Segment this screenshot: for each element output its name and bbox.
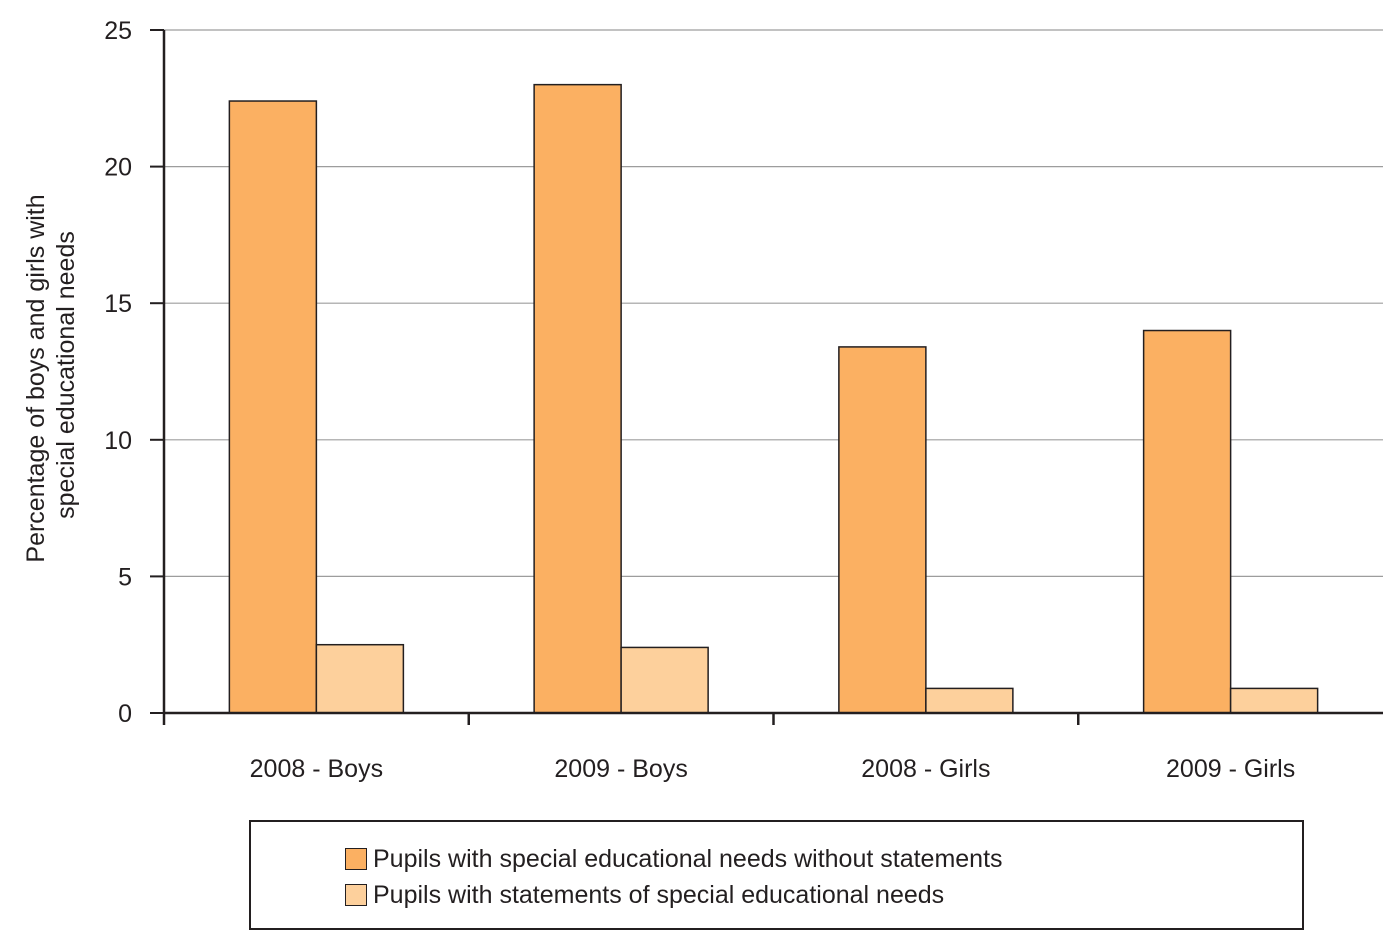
legend-item: Pupils with special educational needs wi…: [345, 844, 1003, 874]
bar-without-statements: [533, 83, 622, 714]
y-tick-label: 0: [118, 700, 132, 728]
x-tick-label: 2008 - Girls: [861, 755, 990, 783]
bar-without-statements: [838, 346, 927, 714]
axes: [150, 29, 1383, 725]
y-tick-label: 10: [104, 427, 132, 455]
y-tick-label: 5: [118, 563, 132, 591]
y-axis-title: Percentage of boys and girls with specia…: [22, 187, 80, 562]
bar-with-statements: [925, 687, 1014, 714]
y-tick-labels: 0 5 10 15 20 25: [104, 17, 132, 728]
legend-label: Pupils with special educational needs wi…: [373, 844, 1003, 873]
y-tick-label: 25: [104, 17, 132, 45]
y-tick-label: 20: [104, 154, 132, 182]
bar-without-statements: [1142, 329, 1232, 714]
legend-label: Pupils with statements of special educat…: [373, 880, 945, 909]
bar-with-statements: [620, 646, 709, 714]
bar-without-statements: [228, 100, 318, 714]
bar-with-statements: [1229, 687, 1319, 714]
legend-swatch-without-statements: [345, 848, 367, 870]
bar-with-statements: [315, 643, 405, 714]
bars: [228, 83, 1319, 714]
x-tick-label: 2009 - Boys: [554, 755, 687, 783]
y-tick-label: 15: [104, 290, 132, 318]
x-tick-label: 2008 - Boys: [250, 755, 383, 783]
legend-item: Pupils with statements of special educat…: [345, 880, 944, 910]
x-tick-label: 2009 - Girls: [1166, 755, 1295, 783]
legend-swatch-with-statements: [345, 884, 367, 906]
legend: Pupils with special educational needs wi…: [249, 820, 1304, 930]
x-tick-labels: 2008 - Boys 2009 - Boys 2008 - Girls 2009 -…: [250, 755, 1296, 783]
